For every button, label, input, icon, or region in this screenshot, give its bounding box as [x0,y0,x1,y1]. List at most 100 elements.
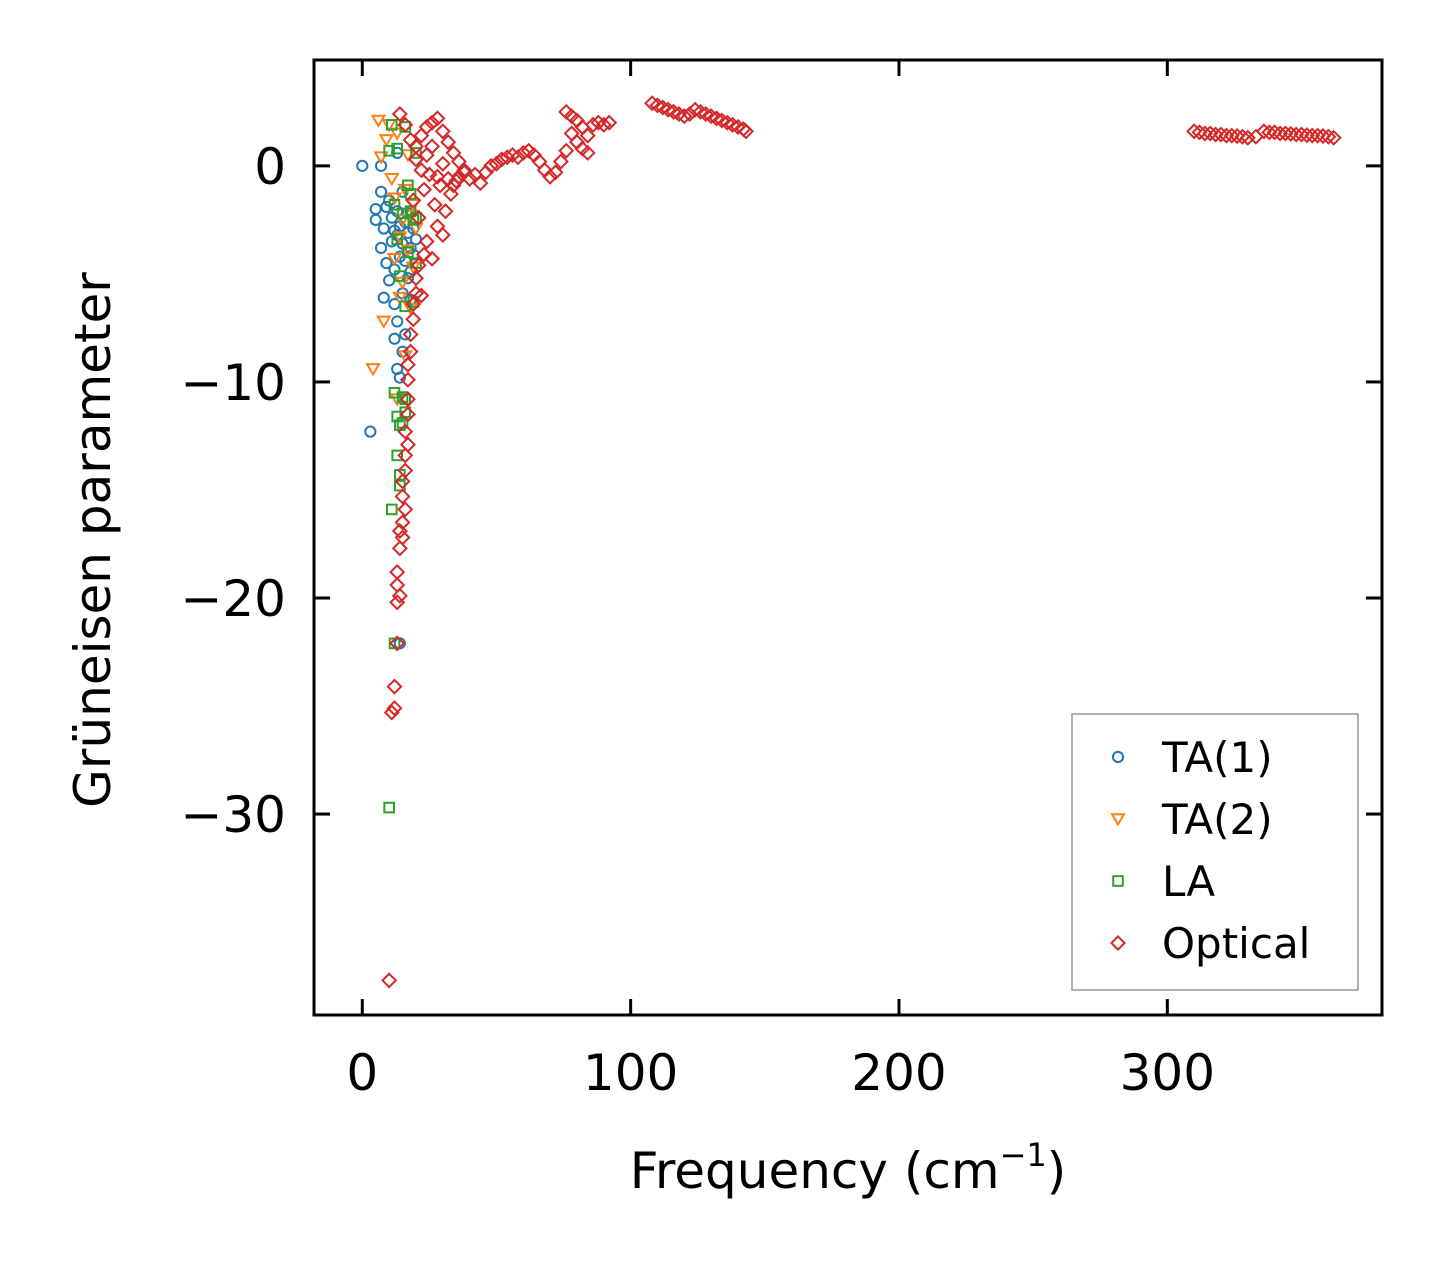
point-diamond-3-20 [399,406,416,423]
point-square-2-14 [386,119,398,131]
point-diamond-3-82 [405,192,422,209]
point-diamond-3-34 [424,250,441,267]
point-diamond-3-143 [1314,128,1331,145]
point-diamond-3-125 [1212,126,1230,143]
point-diamond-3-128 [1229,128,1246,145]
legend-label-2: LA [1162,857,1215,906]
point-diamond-3-37 [391,106,408,123]
point-diamond-3-135 [1272,125,1289,142]
point-square-2-4 [391,449,403,462]
point-diamond-3-81 [579,144,596,161]
point-diamond-3-123 [1202,125,1219,142]
point-diamond-3-60 [515,144,532,161]
point-diamond-3-139 [1293,126,1310,143]
point-diamond-3-127 [1223,127,1240,144]
point-diamond-3-65 [542,168,559,185]
point-diamond-3-36 [434,226,451,244]
point-triangle-down-1-4 [378,134,395,148]
point-square-2-18 [394,270,406,282]
point-diamond-3-33 [418,233,435,250]
point-circle-0-30 [399,328,412,341]
point-diamond-3-32 [416,246,433,263]
point-circle-0-5 [374,185,388,198]
point-square-2-28 [410,147,422,159]
point-diamond-3-56 [493,151,510,168]
point-triangle-down-1-6 [384,173,400,187]
point-diamond-3-22 [399,371,416,388]
point-diamond-3-54 [483,157,500,174]
point-diamond-3-44 [429,110,446,127]
legend-label-0: TA(1) [1161,733,1273,782]
point-diamond-3-78 [563,108,580,125]
point-diamond-3-9 [391,540,408,557]
point-diamond-3-140 [1298,127,1315,144]
point-diamond-3-67 [552,153,569,170]
point-diamond-3-2 [386,700,403,717]
point-triangle-down-1-1 [370,114,387,128]
point-diamond-3-68 [558,142,575,159]
legend-entries: TA(1) TA(2) LA Optical [1109,733,1310,968]
point-diamond-3-26 [405,311,422,328]
scatter-markers [356,95,1342,989]
point-diamond-3-90 [448,172,465,190]
legend-marker-circle [1111,750,1125,764]
y-tick-label-1: −10 [180,354,286,412]
axis-ticks [314,60,1382,1015]
point-diamond-3-57 [499,149,516,166]
point-diamond-3-13 [397,501,414,518]
point-diamond-3-66 [547,164,564,181]
legend: TA(1) TA(2) LA Optical [1071,713,1359,991]
point-diamond-3-138 [1288,126,1305,143]
plot-frame [312,58,1384,1017]
point-triangle-down-1-11 [392,291,408,306]
point-diamond-3-130 [1239,129,1256,146]
legend-marker-triangle-down [1110,813,1126,827]
point-diamond-3-15 [394,473,411,490]
point-circle-0-9 [380,200,393,214]
point-diamond-3-1 [383,704,400,721]
point-diamond-3-95 [429,168,446,185]
point-square-2-17 [391,142,403,155]
point-diamond-3-94 [424,138,441,155]
legend-label-1: TA(2) [1161,795,1273,844]
point-diamond-3-96 [434,155,451,172]
point-circle-0-15 [388,332,401,345]
point-diamond-3-42 [418,118,435,135]
x-tick-label-1: 100 [583,1044,678,1102]
point-square-2-15 [388,198,401,211]
point-diamond-3-89 [442,185,459,202]
point-triangle-down-1-12 [394,214,411,228]
point-diamond-3-145 [1325,129,1342,146]
point-triangle-down-1-7 [386,192,403,206]
point-diamond-3-144 [1320,128,1337,145]
y-tick-label-2: −20 [180,570,286,628]
point-triangle-down-1-16 [400,244,416,258]
point-diamond-3-129 [1234,128,1251,145]
point-diamond-3-84 [416,181,433,198]
point-diamond-3-17 [397,447,414,464]
point-diamond-3-137 [1282,125,1299,142]
point-circle-0-1 [364,425,377,438]
point-diamond-3-52 [472,175,489,192]
point-circle-0-6 [374,241,388,255]
point-diamond-3-12 [394,514,411,531]
point-triangle-down-1-0 [365,363,381,377]
point-diamond-3-25 [402,326,419,343]
point-diamond-3-133 [1261,124,1278,141]
point-square-2-25 [404,188,417,200]
point-diamond-3-38 [397,116,414,133]
point-diamond-3-83 [410,209,427,226]
point-diamond-3-0 [381,972,398,989]
y-tick-label-0: 0 [254,138,286,196]
legend-marker-square [1112,875,1124,887]
point-diamond-3-3 [386,678,403,695]
point-diamond-3-46 [440,134,457,151]
point-diamond-3-124 [1207,126,1224,143]
point-diamond-3-86 [426,196,443,213]
point-diamond-3-120 [1186,123,1203,140]
point-circle-0-10 [380,256,393,270]
point-diamond-3-24 [402,343,419,360]
point-circle-0-7 [377,291,390,304]
point-triangle-down-1-8 [386,252,403,267]
